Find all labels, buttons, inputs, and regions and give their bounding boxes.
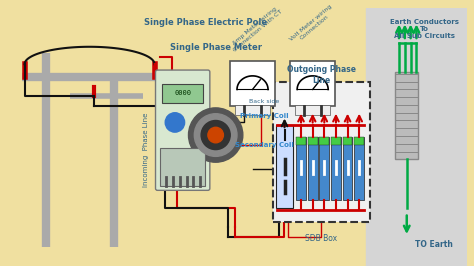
Bar — [296, 137, 306, 145]
Bar — [355, 137, 364, 145]
Bar — [343, 137, 353, 200]
Text: SDB Box: SDB Box — [305, 234, 337, 243]
Bar — [366, 8, 467, 266]
Text: Earth Conductors
To
All Sub Circuits: Earth Conductors To All Sub Circuits — [390, 19, 459, 39]
Bar — [308, 137, 318, 145]
Text: 0000: 0000 — [174, 90, 191, 96]
Bar — [319, 137, 329, 145]
Bar — [295, 105, 330, 115]
Text: TO Earth: TO Earth — [415, 240, 453, 249]
Circle shape — [189, 108, 243, 162]
Bar — [276, 125, 293, 208]
Circle shape — [165, 113, 184, 132]
Text: Incoming  Phase Line: Incoming Phase Line — [143, 113, 149, 187]
Bar — [235, 105, 270, 115]
Text: Secondary Coil: Secondary Coil — [235, 142, 293, 148]
Bar — [343, 137, 353, 145]
Text: Outgoing Phase
Line: Outgoing Phase Line — [287, 65, 356, 85]
Bar — [291, 61, 335, 106]
Bar — [331, 137, 341, 200]
Text: Volt Meter wiring
Connection: Volt Meter wiring Connection — [289, 4, 337, 47]
Text: Back side: Back side — [249, 99, 279, 103]
Circle shape — [208, 127, 223, 143]
FancyBboxPatch shape — [155, 70, 210, 190]
Bar — [296, 137, 306, 200]
Bar — [230, 61, 275, 106]
Bar — [308, 137, 318, 200]
Bar — [160, 148, 205, 186]
Circle shape — [194, 114, 237, 156]
Text: Single Phase Meter: Single Phase Meter — [170, 43, 262, 52]
Circle shape — [201, 120, 230, 149]
Bar — [162, 84, 203, 103]
Bar — [273, 82, 370, 222]
Text: Amp Meter wiring
Connection With CT: Amp Meter wiring Connection With CT — [229, 4, 284, 52]
Bar — [355, 137, 364, 200]
Bar — [319, 137, 329, 200]
Text: Single Phase Electric Pole: Single Phase Electric Pole — [145, 18, 267, 27]
Bar — [331, 137, 341, 145]
Bar — [395, 72, 419, 159]
Text: Primary Coil: Primary Coil — [240, 113, 289, 119]
